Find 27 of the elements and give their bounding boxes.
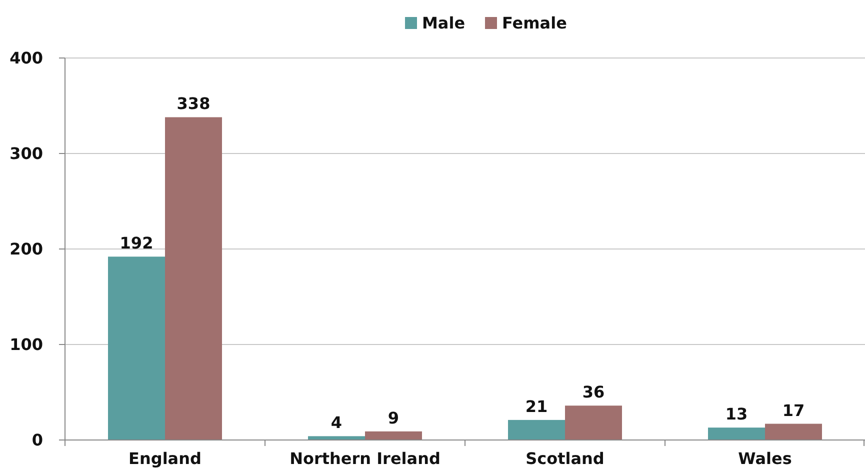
data-label: 36 <box>582 382 605 402</box>
legend-label: Female <box>502 14 568 33</box>
y-tick-label: 0 <box>32 430 43 450</box>
data-label: 17 <box>782 400 805 420</box>
x-tick-label: Wales <box>738 449 792 468</box>
bar <box>765 424 822 440</box>
bar <box>308 436 365 440</box>
data-label: 13 <box>725 404 748 424</box>
data-label: 21 <box>525 396 548 416</box>
y-tick-label: 400 <box>10 48 43 68</box>
bar <box>365 431 422 440</box>
data-label: 338 <box>176 94 210 114</box>
data-label: 9 <box>388 408 400 428</box>
data-label: 4 <box>330 413 342 432</box>
y-tick-label: 300 <box>10 144 43 164</box>
x-tick-label: England <box>128 449 202 468</box>
legend-label: Male <box>422 14 466 33</box>
bar <box>708 428 765 440</box>
data-label: 192 <box>120 234 154 253</box>
bar <box>565 406 622 440</box>
bar <box>108 256 165 440</box>
x-tick-label: Scotland <box>526 449 604 468</box>
x-tick-label: Northern Ireland <box>290 449 440 468</box>
y-tick-label: 200 <box>10 240 43 259</box>
bar <box>165 117 222 440</box>
y-tick-label: 100 <box>10 335 43 354</box>
bar <box>508 420 565 440</box>
